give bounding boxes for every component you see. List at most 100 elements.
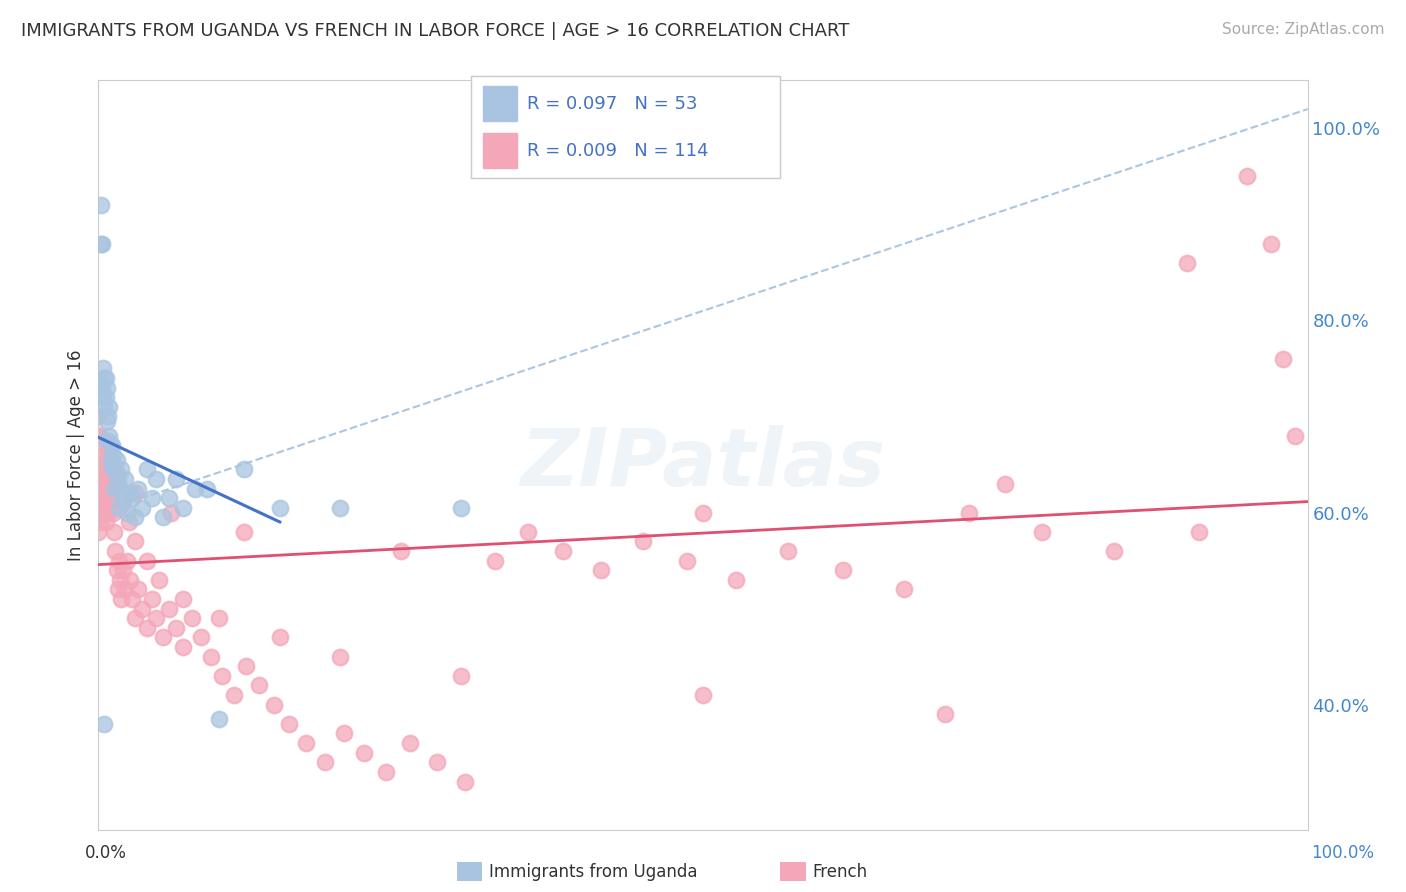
Point bbox=[87, 476, 110, 491]
Point bbox=[232, 462, 254, 476]
Point bbox=[101, 462, 124, 476]
Point bbox=[91, 236, 114, 251]
Point bbox=[93, 371, 115, 385]
Point bbox=[111, 496, 134, 510]
Point bbox=[93, 476, 115, 491]
Point bbox=[93, 438, 115, 452]
Point bbox=[165, 621, 187, 635]
Point bbox=[105, 452, 128, 467]
Point bbox=[1284, 428, 1306, 442]
Point bbox=[145, 611, 167, 625]
Point bbox=[200, 649, 222, 664]
Point bbox=[235, 659, 257, 673]
Point bbox=[426, 756, 449, 770]
Point bbox=[87, 409, 110, 424]
Point bbox=[454, 774, 477, 789]
Point bbox=[222, 688, 245, 702]
Point bbox=[516, 524, 538, 539]
Point bbox=[105, 563, 128, 577]
Text: 100.0%: 100.0% bbox=[1312, 844, 1374, 862]
Text: ZIPatlas: ZIPatlas bbox=[520, 425, 886, 503]
Point bbox=[91, 506, 114, 520]
Point bbox=[111, 563, 134, 577]
Point bbox=[89, 376, 111, 390]
Point bbox=[118, 515, 141, 529]
Point bbox=[111, 491, 134, 505]
Point bbox=[484, 553, 506, 567]
Point bbox=[1031, 524, 1053, 539]
Point bbox=[121, 491, 143, 505]
Point bbox=[87, 409, 110, 424]
Point bbox=[100, 458, 122, 472]
Point bbox=[103, 482, 125, 496]
Point bbox=[172, 592, 194, 607]
Point bbox=[110, 592, 132, 607]
Point bbox=[91, 381, 114, 395]
Point bbox=[157, 601, 180, 615]
Point bbox=[172, 500, 194, 515]
Point bbox=[97, 448, 120, 462]
Point bbox=[94, 486, 117, 500]
Point bbox=[87, 458, 110, 472]
Point bbox=[104, 462, 127, 476]
Point bbox=[124, 534, 146, 549]
Point bbox=[232, 524, 254, 539]
Point bbox=[832, 563, 855, 577]
Point bbox=[172, 640, 194, 654]
Point bbox=[152, 631, 174, 645]
Point bbox=[1272, 351, 1295, 366]
Point bbox=[1188, 524, 1211, 539]
Point bbox=[105, 476, 128, 491]
Point bbox=[94, 390, 117, 404]
Point bbox=[100, 476, 122, 491]
Point bbox=[91, 496, 114, 510]
Point bbox=[135, 553, 157, 567]
Point bbox=[314, 756, 336, 770]
Point bbox=[90, 496, 112, 510]
Point bbox=[135, 462, 157, 476]
Point bbox=[692, 688, 714, 702]
Point bbox=[96, 381, 118, 395]
Point bbox=[145, 472, 167, 486]
Text: IMMIGRANTS FROM UGANDA VS FRENCH IN LABOR FORCE | AGE > 16 CORRELATION CHART: IMMIGRANTS FROM UGANDA VS FRENCH IN LABO… bbox=[21, 22, 849, 40]
Point bbox=[148, 573, 170, 587]
Point bbox=[108, 553, 131, 567]
Text: 0.0%: 0.0% bbox=[84, 844, 127, 862]
Point bbox=[89, 486, 111, 500]
Y-axis label: In Labor Force | Age > 16: In Labor Force | Age > 16 bbox=[66, 349, 84, 561]
Point bbox=[91, 361, 114, 376]
Point bbox=[957, 506, 980, 520]
Point bbox=[1260, 236, 1282, 251]
Point bbox=[263, 698, 285, 712]
Point bbox=[98, 486, 121, 500]
Point bbox=[107, 582, 129, 597]
Point bbox=[114, 582, 136, 597]
Point bbox=[98, 400, 121, 414]
Point bbox=[157, 491, 180, 505]
Point bbox=[1102, 544, 1125, 558]
Point bbox=[269, 500, 291, 515]
Point bbox=[98, 428, 121, 442]
Point bbox=[450, 500, 472, 515]
FancyBboxPatch shape bbox=[484, 87, 517, 121]
Point bbox=[117, 506, 139, 520]
Point bbox=[127, 582, 149, 597]
Point bbox=[208, 611, 231, 625]
Point bbox=[208, 712, 231, 726]
Point bbox=[165, 472, 187, 486]
Point bbox=[105, 467, 128, 482]
Point bbox=[893, 582, 915, 597]
Point bbox=[89, 428, 111, 442]
Point bbox=[87, 428, 110, 442]
Point bbox=[247, 678, 270, 692]
Point bbox=[1175, 256, 1198, 270]
Point bbox=[101, 506, 124, 520]
Point bbox=[329, 649, 352, 664]
Point bbox=[100, 438, 122, 452]
Point bbox=[141, 491, 163, 505]
Point bbox=[131, 601, 153, 615]
Point bbox=[118, 486, 141, 500]
FancyBboxPatch shape bbox=[484, 133, 517, 168]
Point bbox=[89, 515, 111, 529]
Point bbox=[91, 467, 114, 482]
